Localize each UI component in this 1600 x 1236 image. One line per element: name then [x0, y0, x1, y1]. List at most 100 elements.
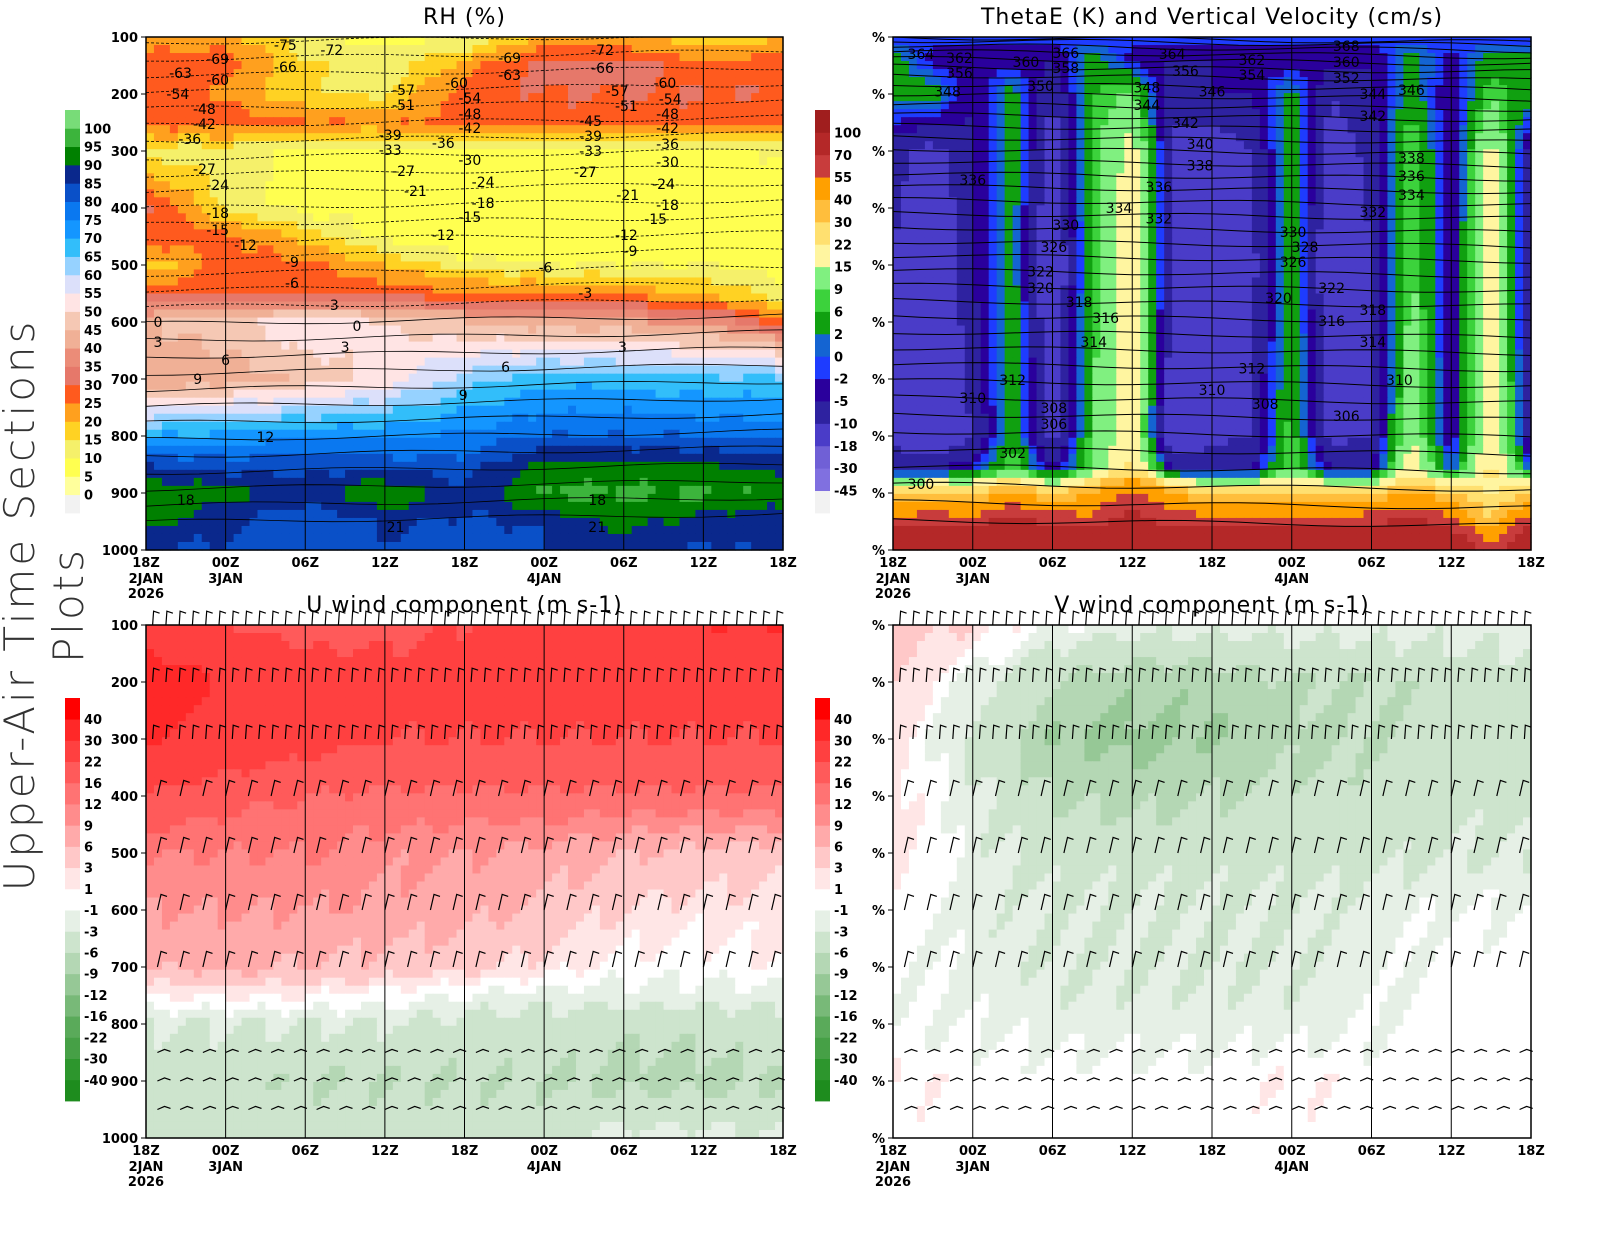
field-cell — [146, 485, 155, 495]
field-cell — [400, 437, 410, 447]
field-cell — [217, 165, 227, 174]
field-cell — [751, 437, 760, 447]
field-cell — [528, 125, 537, 134]
field-cell — [329, 141, 338, 150]
field-cell — [193, 405, 203, 415]
field-cell — [193, 525, 203, 535]
field-cell — [345, 461, 354, 471]
field-cell — [368, 365, 378, 375]
field-cell — [504, 277, 513, 287]
field-cell — [727, 197, 736, 206]
field-cell — [313, 189, 322, 198]
field-cell — [759, 109, 768, 118]
field-cell — [281, 341, 290, 351]
field-cell — [424, 149, 434, 158]
field-cell — [376, 525, 386, 535]
field-cell — [249, 501, 259, 511]
field-cell — [615, 365, 625, 375]
field-cell — [504, 101, 513, 110]
field-cell — [552, 101, 561, 110]
field-cell — [400, 453, 410, 463]
field-cell — [560, 237, 569, 247]
field-cell — [583, 277, 593, 287]
field-cell — [209, 413, 219, 423]
field-cell — [488, 445, 497, 455]
field-cell — [727, 501, 736, 511]
field-cell — [281, 405, 290, 415]
field-cell — [273, 365, 282, 375]
field-cell — [575, 333, 585, 343]
field-cell — [583, 461, 593, 471]
field-cell — [289, 157, 298, 166]
field-cell — [711, 229, 720, 238]
field-cell — [440, 493, 450, 503]
field-cell — [655, 69, 665, 78]
field-cell — [416, 149, 426, 158]
field-cell — [424, 389, 434, 399]
field-cell — [353, 421, 362, 431]
field-cell — [639, 333, 649, 343]
field-cell — [177, 45, 187, 54]
panel-rh: -69-63 -60-54-48-42-36-27-24-18-15-12-9-6… — [65, 5, 797, 602]
field-cell — [416, 133, 426, 142]
field-cell — [687, 501, 697, 511]
field-cell — [671, 109, 681, 118]
field-cell — [281, 61, 290, 70]
field-cell — [201, 397, 211, 407]
field-cell — [265, 221, 274, 230]
field-cell — [329, 285, 338, 295]
field-cell — [321, 133, 330, 142]
field-cell — [448, 477, 458, 487]
field-cell — [329, 213, 338, 222]
field-cell — [679, 109, 689, 118]
field-cell — [337, 269, 346, 279]
field-cell — [329, 197, 338, 206]
field-cell — [552, 389, 561, 399]
field-cell — [512, 397, 521, 407]
field-cell — [241, 525, 251, 535]
field-cell — [743, 421, 752, 431]
field-cell — [305, 477, 314, 487]
field-cell — [432, 157, 442, 166]
field-cell — [353, 381, 362, 391]
field-cell — [329, 45, 338, 54]
field-cell — [504, 61, 513, 70]
field-cell — [775, 109, 784, 118]
field-cell — [512, 149, 521, 158]
field-cell — [329, 245, 338, 255]
field-cell — [599, 381, 609, 391]
field-cell — [448, 277, 458, 287]
field-cell — [647, 45, 657, 54]
field-cell — [249, 173, 259, 182]
field-cell — [759, 189, 768, 198]
field-cell — [727, 245, 736, 255]
field-cell — [727, 37, 736, 46]
field-cell — [289, 221, 298, 230]
field-cell — [384, 141, 394, 150]
field-cell — [703, 101, 712, 110]
field-cell — [193, 61, 203, 70]
field-cell — [544, 501, 553, 511]
field-cell — [655, 349, 665, 359]
field-cell — [233, 133, 243, 142]
field-cell — [496, 509, 505, 519]
field-cell — [583, 445, 593, 455]
field-cell — [552, 45, 561, 54]
field-cell — [671, 453, 681, 463]
field-cell — [201, 445, 211, 455]
field-cell — [488, 269, 497, 279]
field-cell — [209, 285, 219, 295]
field-cell — [456, 133, 466, 142]
field-cell — [376, 477, 386, 487]
field-cell — [177, 293, 187, 303]
field-cell — [146, 197, 155, 206]
field-cell — [360, 133, 370, 142]
field-cell — [472, 525, 482, 535]
field-cell — [687, 277, 697, 287]
field-cell — [727, 365, 736, 375]
field-cell — [687, 61, 697, 70]
field-cell — [607, 445, 617, 455]
field-cell — [201, 493, 211, 503]
field-cell — [392, 213, 402, 222]
field-cell — [153, 101, 163, 110]
